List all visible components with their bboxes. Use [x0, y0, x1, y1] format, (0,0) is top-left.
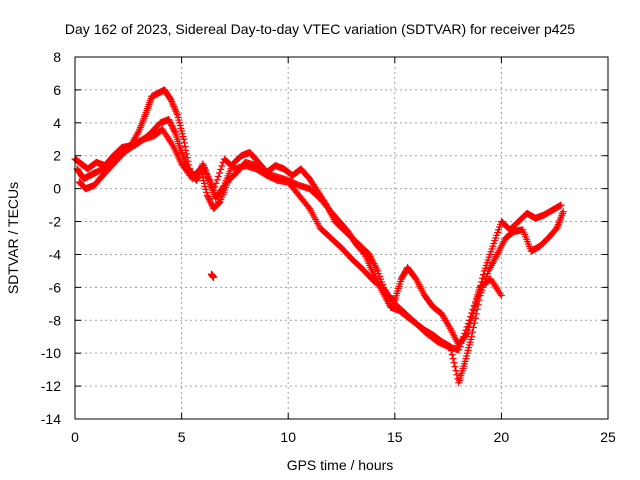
- data-point: [464, 320, 472, 328]
- data-point: [172, 107, 180, 115]
- data-point: [216, 169, 224, 177]
- y-tick-label: 4: [53, 115, 61, 131]
- y-tick-label: -4: [49, 246, 62, 262]
- data-point: [457, 339, 465, 347]
- data-point: [468, 333, 476, 341]
- data-point: [472, 310, 480, 318]
- data-point: [304, 203, 312, 211]
- data-point: [475, 287, 483, 295]
- data-point: [451, 363, 459, 371]
- data-point: [213, 176, 221, 184]
- data-point: [465, 316, 473, 324]
- data-marks: [71, 86, 567, 387]
- x-tick-label: 0: [71, 429, 79, 445]
- y-tick-label: 8: [53, 49, 61, 65]
- x-tick-label: 10: [280, 429, 296, 445]
- data-point: [180, 135, 188, 143]
- chart-title: Day 162 of 2023, Sidereal Day-to-day VTE…: [65, 21, 575, 37]
- data-point: [215, 199, 223, 207]
- data-point: [212, 179, 220, 187]
- y-tick-label: -8: [49, 312, 62, 328]
- data-point: [167, 96, 175, 104]
- data-point: [458, 336, 466, 344]
- data-point: [168, 99, 176, 107]
- plot-frame: [74, 56, 609, 420]
- y-tick-label: -10: [41, 345, 61, 361]
- data-point: [497, 292, 505, 300]
- data-point: [134, 129, 142, 137]
- data-point: [470, 319, 478, 327]
- data-point: [217, 165, 225, 173]
- y-axis-label: SDTVAR / TECUs: [5, 182, 21, 294]
- data-point: [470, 302, 478, 310]
- data-point: [471, 314, 479, 322]
- x-tick-label: 15: [387, 429, 403, 445]
- data-point: [468, 309, 476, 317]
- x-tick-label: 20: [494, 429, 510, 445]
- data-point: [453, 371, 461, 379]
- data-point: [173, 109, 181, 117]
- data-point: [559, 208, 567, 216]
- data-point: [452, 367, 460, 375]
- data-point: [469, 305, 477, 313]
- data-point: [218, 162, 226, 170]
- y-tick-label: 2: [53, 148, 61, 164]
- data-point: [171, 106, 179, 114]
- y-tick-label: 6: [53, 82, 61, 98]
- data-point: [455, 346, 463, 354]
- data-point: [468, 328, 476, 336]
- data-point: [456, 343, 464, 351]
- x-axis-label: GPS time / hours: [287, 457, 394, 473]
- data-point: [557, 201, 565, 209]
- y-tick-label: -14: [41, 411, 61, 427]
- data-point: [448, 351, 456, 359]
- data-point: [180, 139, 188, 147]
- data-point: [449, 355, 457, 363]
- data-point: [211, 183, 219, 191]
- data-point: [469, 324, 477, 332]
- data-point: [467, 313, 475, 321]
- data-point: [478, 274, 486, 282]
- y-tick-labels: -14 -12 -10 -8 -6 -4 -2 0 2 4 6 8: [41, 49, 61, 427]
- data-point: [459, 333, 467, 341]
- x-tick-label: 25: [600, 429, 616, 445]
- data-point: [210, 186, 218, 194]
- y-tick-label: -12: [41, 378, 61, 394]
- y-tick-label: -2: [49, 214, 62, 230]
- data-point: [463, 323, 471, 331]
- data-point: [214, 172, 222, 180]
- data-point: [181, 143, 189, 151]
- data-point: [215, 199, 223, 207]
- data-point: [473, 294, 481, 302]
- y-tick-label: -6: [49, 279, 62, 295]
- data-point: [170, 104, 178, 112]
- data-point: [461, 329, 469, 337]
- x-tick-labels: 0 5 10 15 20 25: [71, 429, 616, 445]
- data-point: [170, 102, 178, 110]
- data-point: [450, 359, 458, 367]
- data-point: [168, 97, 176, 105]
- y-tick-label: 0: [53, 181, 61, 197]
- data-point: [462, 326, 470, 334]
- data-point: [471, 298, 479, 306]
- data-point: [169, 101, 177, 109]
- data-point: [210, 273, 218, 281]
- data-point: [170, 127, 178, 135]
- x-tick-label: 5: [178, 429, 186, 445]
- data-point: [474, 291, 482, 299]
